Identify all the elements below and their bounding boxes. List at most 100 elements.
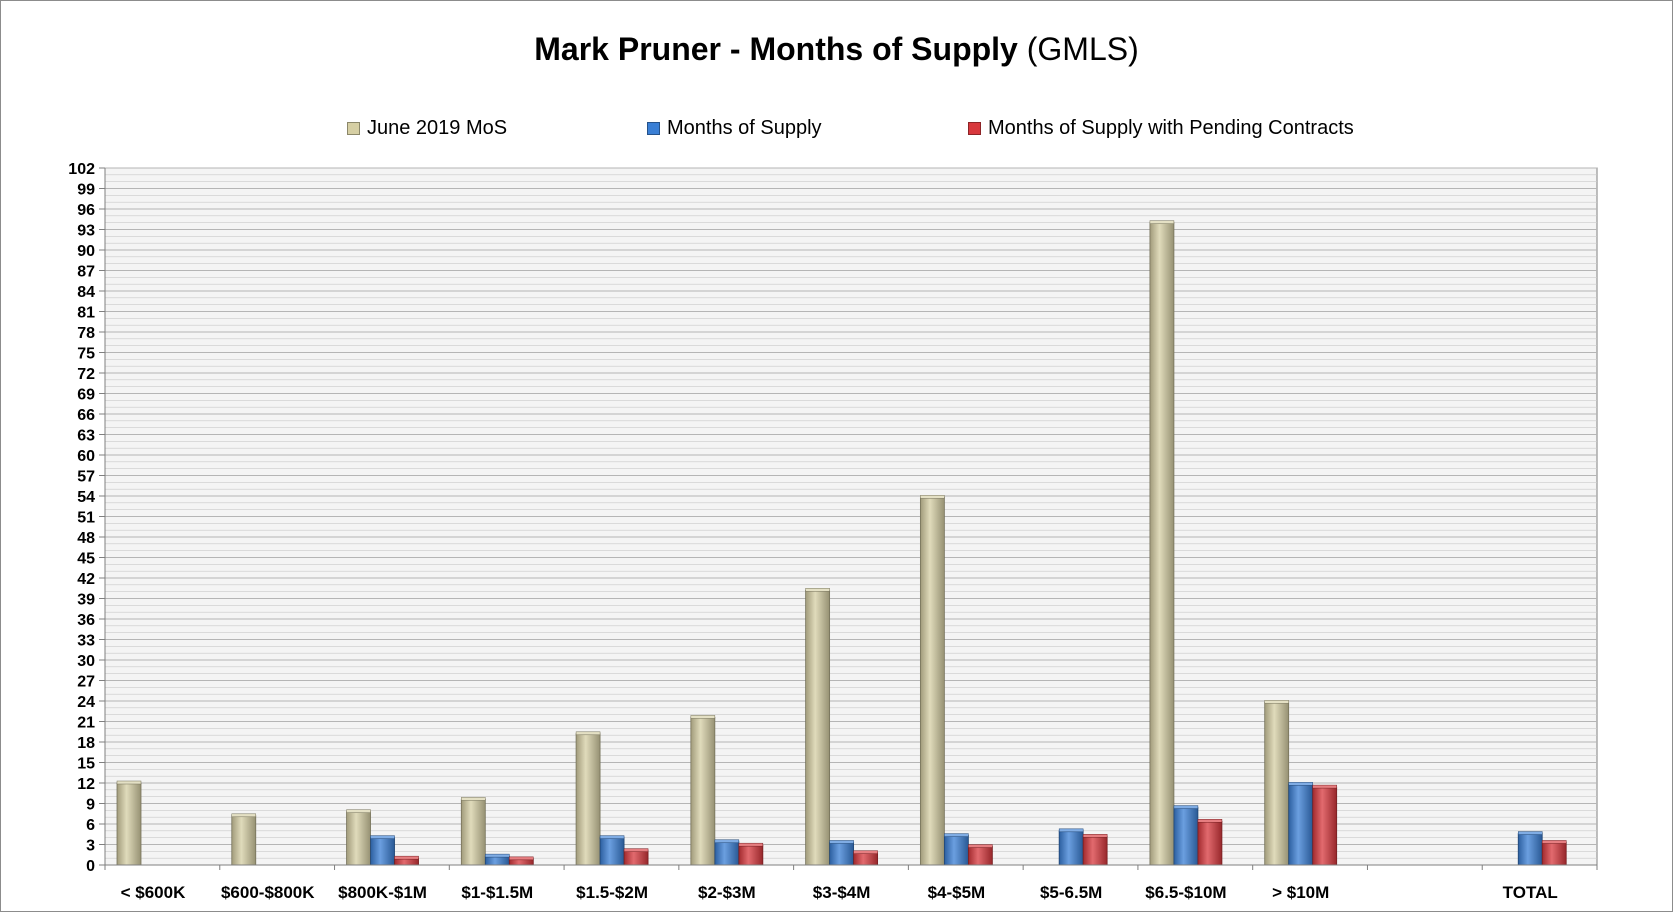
y-tick-label: 78 bbox=[77, 325, 95, 342]
bar-cap bbox=[1173, 805, 1199, 809]
bar bbox=[1541, 842, 1567, 866]
x-tick-label: $1.5-$2M bbox=[576, 883, 648, 902]
y-tick-label: 72 bbox=[77, 366, 95, 383]
bar bbox=[1288, 783, 1314, 866]
x-tick-label: > $10M bbox=[1272, 883, 1329, 902]
bar bbox=[1149, 222, 1175, 866]
legend-swatch-months-of-supply-pending bbox=[968, 122, 981, 135]
x-tick-label: $1-$1.5M bbox=[461, 883, 533, 902]
bar bbox=[919, 496, 945, 866]
bar bbox=[1173, 807, 1199, 866]
bar-cap bbox=[738, 842, 764, 847]
bar bbox=[1058, 830, 1084, 866]
bar-cap bbox=[920, 495, 945, 499]
y-tick-label: 84 bbox=[77, 284, 95, 301]
bar bbox=[346, 811, 371, 866]
y-tick-label: 99 bbox=[77, 182, 95, 199]
y-tick-label: 90 bbox=[77, 243, 95, 260]
bar-cap bbox=[509, 856, 534, 861]
y-tick-label: 60 bbox=[77, 448, 95, 465]
bar-cap bbox=[599, 835, 625, 839]
legend-label-months-of-supply-pending: Months of Supply with Pending Contracts bbox=[988, 117, 1354, 139]
chart-title: Mark Pruner - Months of Supply (GMLS) bbox=[1, 31, 1672, 68]
bar-cap bbox=[231, 813, 257, 818]
bar-cap bbox=[944, 833, 969, 837]
y-tick-label: 42 bbox=[77, 571, 95, 588]
x-tick-label: $3-$4M bbox=[813, 883, 871, 902]
bar-cap bbox=[690, 715, 716, 719]
y-axis: 0369121518212427303336394245485154576063… bbox=[68, 161, 106, 875]
bar bbox=[943, 835, 969, 866]
y-tick-label: 12 bbox=[77, 776, 95, 793]
legend-label-months-of-supply: Months of Supply bbox=[667, 117, 822, 139]
bar bbox=[231, 815, 257, 866]
bar-cap bbox=[485, 853, 510, 858]
y-tick-label: 0 bbox=[86, 858, 95, 875]
x-tick-label: < $600K bbox=[121, 883, 186, 902]
bar-cap bbox=[1058, 828, 1084, 833]
bar-cap bbox=[1149, 220, 1175, 224]
y-tick-label: 69 bbox=[77, 387, 95, 404]
bar bbox=[738, 844, 764, 866]
bar-cap bbox=[370, 835, 395, 839]
gridlines bbox=[105, 167, 1597, 866]
bar-cap bbox=[575, 731, 601, 736]
x-tick-label: $4-$5M bbox=[928, 883, 986, 902]
bar-cap bbox=[853, 850, 878, 854]
chart-title-suffix: (GMLS) bbox=[1026, 31, 1139, 67]
bar-cap bbox=[346, 809, 371, 813]
x-tick-label: $600-$800K bbox=[221, 883, 315, 902]
y-tick-label: 87 bbox=[77, 264, 95, 281]
bar bbox=[1264, 701, 1290, 866]
y-tick-label: 36 bbox=[77, 612, 95, 629]
bar-cap bbox=[968, 844, 993, 848]
bar-cap bbox=[394, 855, 419, 860]
bar bbox=[805, 589, 831, 866]
bar bbox=[460, 799, 486, 866]
x-tick-label: $5-6.5M bbox=[1040, 883, 1102, 902]
legend-item-months-of-supply: Months of Supply bbox=[647, 117, 822, 140]
bar-cap bbox=[623, 848, 649, 852]
y-tick-label: 15 bbox=[77, 756, 95, 773]
y-tick-label: 57 bbox=[77, 469, 95, 486]
bar-cap bbox=[1082, 834, 1108, 838]
bar bbox=[370, 837, 395, 866]
y-tick-label: 81 bbox=[77, 305, 95, 322]
y-tick-label: 96 bbox=[77, 202, 95, 219]
legend-item-june-2019-mos: June 2019 MoS bbox=[347, 117, 507, 140]
legend: June 2019 MoS Months of Supply Months of… bbox=[1, 117, 1672, 141]
y-tick-label: 33 bbox=[77, 633, 95, 650]
bar-cap bbox=[1541, 840, 1567, 844]
legend-swatch-june-2019-mos bbox=[347, 122, 360, 135]
y-tick-label: 18 bbox=[77, 735, 95, 752]
y-tick-label: 102 bbox=[68, 161, 95, 178]
y-tick-label: 9 bbox=[86, 797, 95, 814]
y-tick-label: 30 bbox=[77, 653, 95, 670]
bar-cap bbox=[461, 797, 486, 801]
x-axis: < $600K $600-$800K $800K-$1M $1-$1.5M $1.5-$… bbox=[104, 864, 1598, 902]
y-tick-label: 6 bbox=[86, 817, 95, 834]
x-tick-label: $2-$3M bbox=[698, 883, 756, 902]
y-tick-label: 27 bbox=[77, 674, 95, 691]
y-tick-label: 45 bbox=[77, 551, 95, 568]
y-tick-label: 93 bbox=[77, 223, 95, 240]
bars bbox=[116, 220, 1567, 866]
legend-swatch-months-of-supply bbox=[647, 122, 660, 135]
bar-cap bbox=[829, 840, 854, 844]
bar bbox=[623, 850, 649, 866]
bar bbox=[599, 837, 625, 866]
y-tick-label: 21 bbox=[77, 715, 95, 732]
bar bbox=[967, 846, 993, 866]
y-tick-label: 24 bbox=[77, 694, 95, 711]
y-tick-label: 48 bbox=[77, 530, 95, 547]
y-tick-label: 39 bbox=[77, 592, 95, 609]
chart-title-main: Mark Pruner - Months of Supply bbox=[534, 31, 1018, 67]
y-tick-label: 63 bbox=[77, 428, 95, 445]
bar-cap bbox=[116, 780, 142, 785]
bar bbox=[1517, 833, 1543, 866]
y-tick-label: 66 bbox=[77, 407, 95, 424]
bar-cap bbox=[1197, 819, 1223, 823]
bar-cap bbox=[714, 839, 740, 844]
